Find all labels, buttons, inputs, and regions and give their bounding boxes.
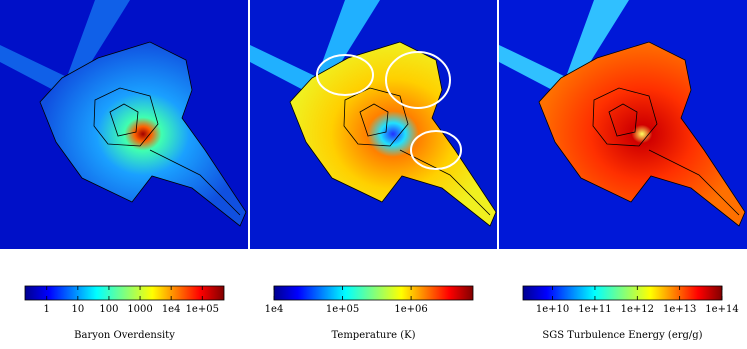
colorbar [273,285,474,301]
tick-label: 1e+10 [536,304,569,315]
colorbar [522,285,723,301]
panel-temperature [250,0,497,249]
tick-label: 1e4 [265,304,284,315]
panel-turbulence [499,0,747,249]
tick-label: 1e+05 [326,304,359,315]
colorbar-label: SGS Turbulence Energy (erg/g) [542,330,702,341]
colorbar-label: Temperature (K) [332,330,416,341]
tick-label: 1e+12 [621,304,654,315]
tick-label: 1e+13 [663,304,696,315]
tick-label: 100 [99,304,118,315]
tick-label: 1e+06 [394,304,427,315]
tick-label: 10 [71,304,84,315]
colorbar-label: Baryon Overdensity [74,330,175,341]
tick-label: 1e4 [162,304,181,315]
tick-label: 1000 [127,304,152,315]
colorbar [24,285,225,301]
tick-label: 1e+05 [186,304,219,315]
tick-label: 1e+11 [578,304,611,315]
tick-label: 1 [44,304,50,315]
panel-overdensity [0,0,248,249]
tick-label: 1e+14 [705,304,738,315]
